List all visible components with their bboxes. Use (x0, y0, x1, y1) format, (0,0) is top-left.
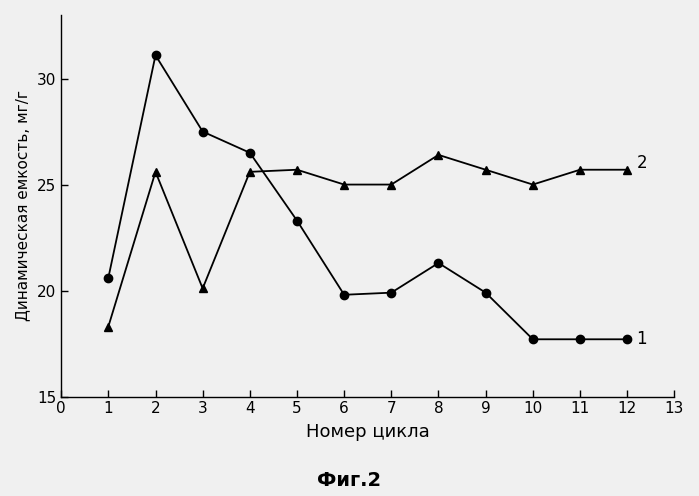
Text: 1: 1 (637, 330, 647, 348)
Y-axis label: Динамическая емкость, мг/г: Динамическая емкость, мг/г (15, 90, 30, 321)
Text: 2: 2 (637, 154, 647, 173)
X-axis label: Номер цикла: Номер цикла (306, 423, 430, 441)
Text: Фиг.2: Фиг.2 (317, 471, 382, 490)
